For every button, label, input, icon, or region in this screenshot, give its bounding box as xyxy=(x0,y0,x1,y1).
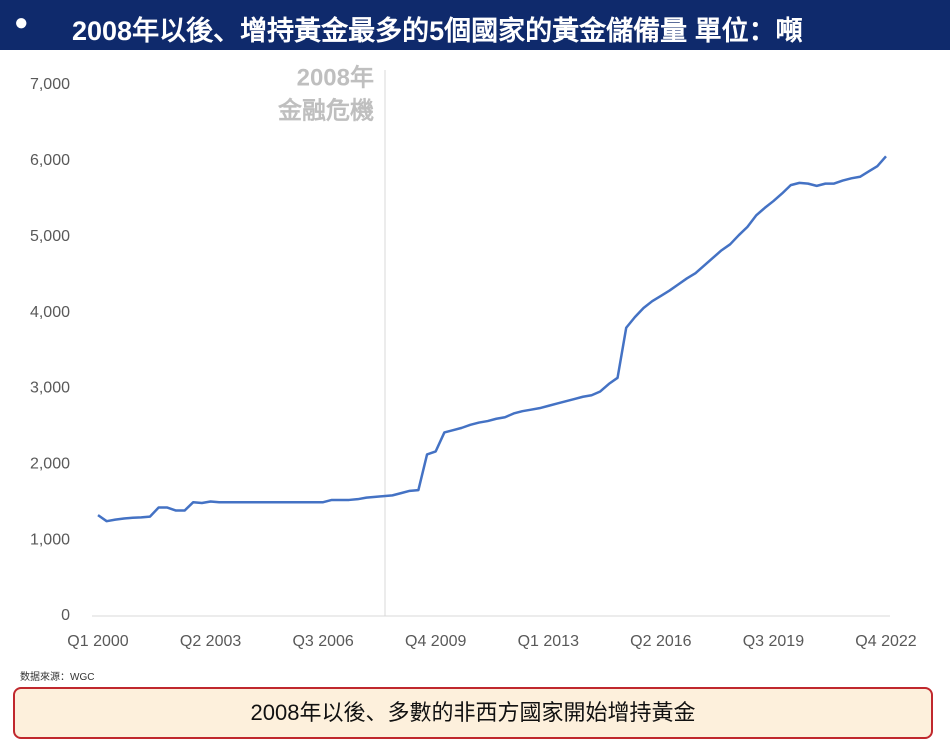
y-tick-label: 4,000 xyxy=(30,304,70,321)
data-line xyxy=(97,155,887,523)
x-tick-label: Q4 2009 xyxy=(405,633,466,650)
x-tick-label: Q3 2019 xyxy=(743,633,804,650)
y-tick-label: 6,000 xyxy=(30,152,70,169)
x-tick-label: Q4 2022 xyxy=(855,633,916,650)
x-tick-label: Q2 2016 xyxy=(630,633,691,650)
y-tick-label: 3,000 xyxy=(30,380,70,397)
chart-title: 2008年以後、增持黃金最多的5個國家的黃金儲備量 單位：噸 xyxy=(72,16,803,46)
y-tick-label: 7,000 xyxy=(30,76,70,93)
annotation: 金融危機 xyxy=(277,96,374,124)
bullet: ● xyxy=(14,9,29,36)
x-tick-label: Q1 2013 xyxy=(518,633,579,650)
y-tick-label: 0 xyxy=(61,607,70,624)
x-tick-label: Q1 2000 xyxy=(67,633,128,650)
note: 2008年以後、多數的非西方國家開始增持黃金 xyxy=(13,687,933,739)
header: ● 2008年以後、增持黃金最多的5個國家的黃金儲備量 單位：噸 xyxy=(0,0,950,50)
chart: 0 1,000 2,000 3,000 4,000 5,000 6,000 7,000 Q1 2… xyxy=(30,63,917,650)
x-tick-label: Q3 2006 xyxy=(292,633,353,650)
y-tick-label: 2,000 xyxy=(30,456,70,473)
y-tick-label: 5,000 xyxy=(30,228,70,245)
y-tick-label: 1,000 xyxy=(30,531,70,548)
source: 数据來源：WGC xyxy=(20,672,95,683)
x-tick-label: Q2 2003 xyxy=(180,633,241,650)
annotation: 2008年 xyxy=(297,63,374,91)
